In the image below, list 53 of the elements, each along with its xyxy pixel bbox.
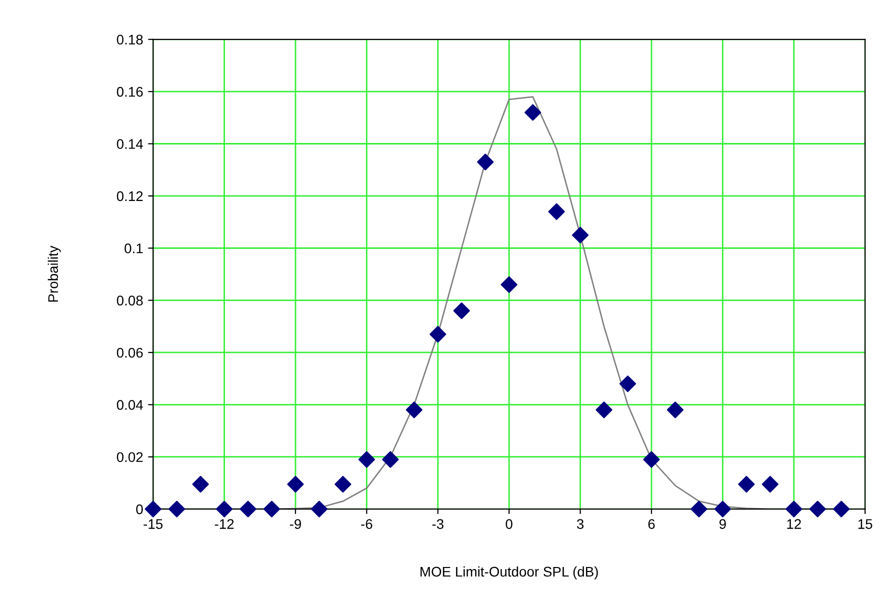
- point: [643, 451, 660, 468]
- x-tick-label: 3: [576, 519, 584, 529]
- point: [334, 476, 352, 493]
- point: [500, 276, 518, 293]
- y-tick-label: 0: [136, 504, 143, 514]
- point: [809, 500, 826, 518]
- y-tick-label: 0.04: [116, 400, 143, 410]
- point: [572, 226, 589, 244]
- x-tick-label: -6: [361, 519, 372, 529]
- point: [358, 451, 375, 468]
- point: [524, 104, 542, 121]
- point: [216, 500, 233, 518]
- point: [786, 500, 802, 518]
- y-tick-label: 0.08: [116, 296, 143, 306]
- y-tick-label: 0.02: [116, 452, 143, 462]
- point: [714, 500, 731, 518]
- x-tick-label: 6: [648, 519, 655, 529]
- x-tick-label: 12: [787, 519, 801, 529]
- point: [738, 476, 755, 493]
- point: [477, 154, 494, 170]
- point: [310, 500, 328, 518]
- x-tick-label: 15: [858, 519, 872, 529]
- point: [690, 500, 708, 518]
- point: [144, 500, 162, 518]
- point: [666, 402, 684, 418]
- x-tick-label: -9: [290, 519, 301, 529]
- x-tick-label: -3: [432, 519, 444, 529]
- y-tick-label: 0.14: [116, 139, 143, 149]
- x-tick-label: -15: [144, 519, 163, 529]
- point: [287, 476, 304, 493]
- point: [192, 476, 209, 493]
- y-tick-label: 0.16: [116, 86, 143, 97]
- point: [453, 302, 470, 320]
- point: [548, 203, 565, 220]
- point: [240, 500, 256, 518]
- y-tick-label: 0.12: [116, 191, 143, 202]
- y-tick-label: 0.1: [124, 243, 143, 254]
- point: [596, 402, 612, 418]
- point: [168, 500, 186, 518]
- x-axis-title: MOE Limit-Outdoor SPL (dB): [420, 566, 598, 580]
- point: [619, 376, 636, 392]
- point: [833, 500, 850, 518]
- point: [430, 326, 446, 343]
- y-tick-label: 0.18: [116, 34, 143, 45]
- point: [762, 476, 778, 493]
- point: [406, 402, 422, 418]
- x-tick-label: 9: [719, 519, 726, 529]
- point: [263, 500, 280, 518]
- y-tick-label: 0.06: [116, 348, 143, 358]
- x-tick-label: -12: [214, 519, 234, 529]
- x-tick-label: 0: [506, 519, 512, 529]
- point: [382, 451, 399, 468]
- y-axis-title: Probaility: [48, 246, 61, 302]
